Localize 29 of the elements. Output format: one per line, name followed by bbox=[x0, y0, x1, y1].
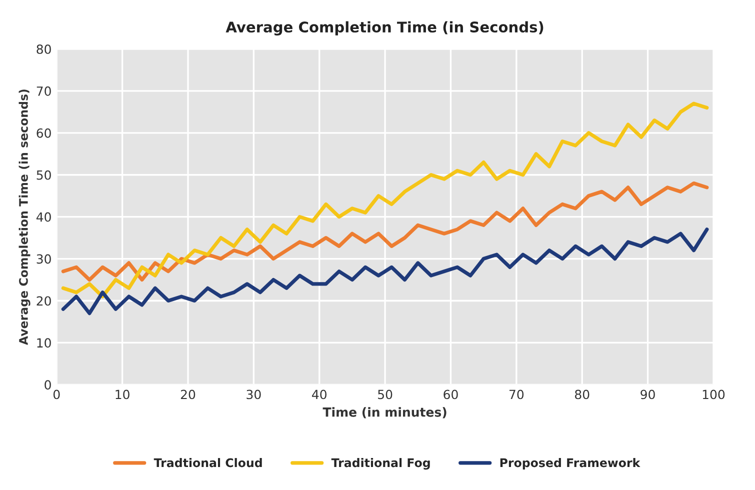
line-series bbox=[61, 228, 709, 316]
x-tick-label: 30 bbox=[246, 390, 261, 400]
x-tick-label: 80 bbox=[575, 390, 590, 400]
line-series bbox=[61, 181, 709, 282]
y-tick-label: 70 bbox=[36, 86, 51, 96]
x-tick-label: 70 bbox=[509, 390, 524, 400]
y-tick-label: 80 bbox=[36, 44, 51, 54]
y-axis-title: Average Completion Time (in seconds) bbox=[18, 90, 30, 346]
x-tick-label: 10 bbox=[116, 390, 130, 400]
y-tick-label: 30 bbox=[36, 254, 51, 264]
y-tick-label: 10 bbox=[37, 338, 51, 348]
y-tick-label: 50 bbox=[36, 170, 51, 180]
line-series bbox=[61, 102, 709, 298]
y-tick-label: 0 bbox=[44, 380, 51, 390]
x-axis-title: Time (in minutes) bbox=[322, 407, 446, 418]
legend-label: Tradtional Cloud bbox=[154, 458, 262, 468]
y-tick-label: 20 bbox=[36, 296, 51, 306]
chart-title: Average Completion Time (in Seconds) bbox=[226, 21, 544, 36]
x-tick-label: 50 bbox=[378, 390, 392, 400]
x-tick-label: 20 bbox=[180, 390, 196, 400]
y-tick-label: 60 bbox=[36, 128, 51, 138]
x-tick-label: 100 bbox=[702, 390, 725, 400]
x-tick-label: 60 bbox=[444, 390, 458, 400]
x-tick-label: 0 bbox=[53, 390, 60, 400]
legend-label: Traditional Fog bbox=[331, 458, 430, 470]
x-tick-label: 90 bbox=[640, 390, 655, 400]
x-tick-label: 40 bbox=[312, 390, 326, 400]
y-tick-label: 40 bbox=[36, 212, 51, 222]
legend-label: Proposed Framework bbox=[500, 458, 640, 470]
